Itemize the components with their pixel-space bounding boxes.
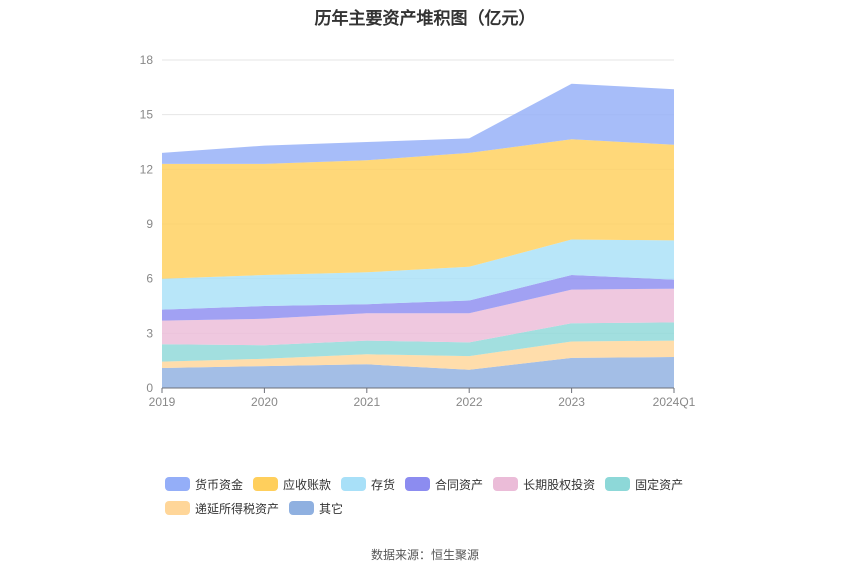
legend-swatch <box>289 501 315 515</box>
legend-label: 货币资金 <box>195 477 244 492</box>
legend-swatch <box>253 477 279 491</box>
legend-label: 其它 <box>319 501 344 516</box>
x-tick-label: 2023 <box>558 395 585 409</box>
legend-item[interactable]: 其它 <box>289 496 343 520</box>
y-tick-label: 6 <box>146 272 153 286</box>
area-series <box>162 357 674 388</box>
legend-label: 递延所得税资产 <box>195 501 280 516</box>
legend-swatch <box>341 477 367 491</box>
legend-swatch <box>405 477 431 491</box>
x-tick-label: 2020 <box>251 395 278 409</box>
legend-item[interactable]: 存货 <box>341 472 395 496</box>
legend-item[interactable]: 应收账款 <box>253 472 331 496</box>
legend-swatch <box>165 501 190 515</box>
y-tick-label: 18 <box>140 53 154 67</box>
area-series <box>162 322 674 362</box>
legend-label: 存货 <box>371 477 396 492</box>
legend-item[interactable]: 固定资产 <box>605 472 683 496</box>
legend-label: 应收账款 <box>283 477 332 492</box>
legend-label: 长期股权投资 <box>523 477 596 492</box>
y-tick-label: 3 <box>146 326 153 340</box>
legend-swatch <box>605 477 631 491</box>
area-series <box>162 139 674 279</box>
y-tick-label: 12 <box>140 162 154 176</box>
x-tick-label: 2019 <box>149 395 176 409</box>
legend-label: 固定资产 <box>635 477 684 492</box>
area-series <box>162 340 674 370</box>
legend-item[interactable]: 递延所得税资产 <box>165 496 279 520</box>
chart-legend: 货币资金 应收账款 存货 合同资产 长期股权投资 固定资产递延所得税资产 其它 <box>165 472 725 520</box>
x-tick-label: 2021 <box>353 395 380 409</box>
legend-label: 合同资产 <box>435 477 484 492</box>
area-series <box>162 275 674 321</box>
legend-item[interactable]: 长期股权投资 <box>493 472 595 496</box>
area-series <box>162 288 674 346</box>
legend-swatch <box>493 477 519 491</box>
legend-item[interactable]: 货币资金 <box>165 472 243 496</box>
y-tick-label: 9 <box>146 217 153 231</box>
x-tick-label: 2024Q1 <box>653 395 696 409</box>
y-tick-label: 15 <box>140 108 154 122</box>
x-tick-label: 2022 <box>456 395 483 409</box>
y-tick-label: 0 <box>146 381 153 395</box>
legend-item[interactable]: 合同资产 <box>405 472 483 496</box>
legend-swatch <box>165 477 190 491</box>
area-series <box>162 239 674 310</box>
source-note: 数据来源：恒生聚源 <box>370 548 479 562</box>
chart-title: 历年主要资产堆积图（亿元） <box>314 9 536 28</box>
area-series <box>162 83 674 164</box>
